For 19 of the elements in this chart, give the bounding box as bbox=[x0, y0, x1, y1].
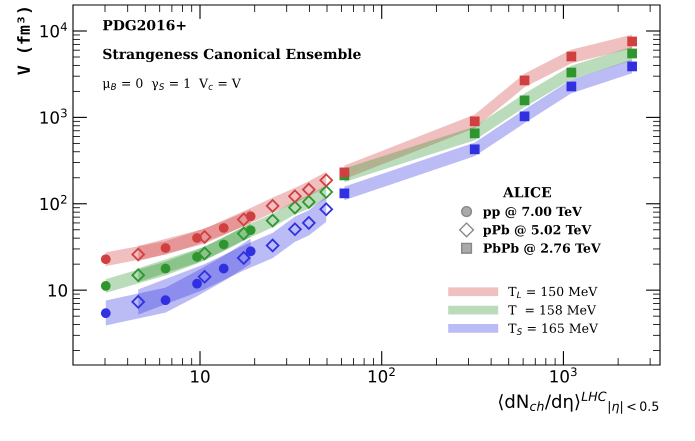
legend-label: T = 158 MeV bbox=[508, 305, 596, 315]
y-tick-label: 10 bbox=[48, 284, 68, 297]
legend-label: T$_{L}$ = 150 MeV bbox=[508, 286, 598, 298]
annotation: Strangeness Canonical Ensemble bbox=[103, 48, 361, 62]
x-tick-label: 10$^{3}$ bbox=[550, 367, 577, 383]
x-tick-label: 10$^{2}$ bbox=[368, 367, 395, 383]
annotation: pPb @ 5.02 TeV bbox=[483, 224, 592, 237]
legend-title: ALICE bbox=[502, 187, 551, 198]
y-tick-label: 10$^{4}$ bbox=[40, 22, 67, 38]
annotation: μ$_{B}$ = 0 γ$_{S}$ = 1 V$_{c}$ = V bbox=[102, 78, 241, 90]
annotation: pp @ 7.00 TeV bbox=[483, 206, 582, 219]
x-axis-title: ⟨dN$_{ch}$/dη⟩$^{LHC}$$_{|η|<0.5}$ bbox=[498, 392, 658, 414]
annotation: PbPb @ 2.76 TeV bbox=[483, 243, 601, 255]
y-tick-label: 10$^{2}$ bbox=[40, 194, 66, 210]
text: PDG2016+ bbox=[103, 20, 186, 30]
y-tick-label: 10$^{3}$ bbox=[40, 108, 67, 124]
x-tick-label: 10 bbox=[191, 370, 210, 383]
legend-label: T$_{S}$ = 165 MeV bbox=[508, 323, 598, 335]
y-axis-title: V (fm³) bbox=[17, 8, 32, 75]
